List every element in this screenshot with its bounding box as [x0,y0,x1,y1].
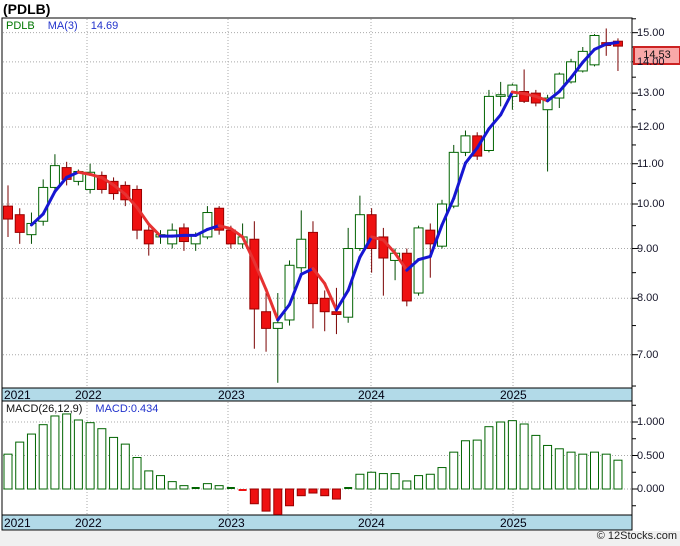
legend-symbol: PDLB [6,20,35,32]
year-label: 2022 [75,516,102,530]
page-title: (PDLB) [3,1,51,17]
year-label: 2024 [358,516,385,530]
macd-axis-label: 1.000 [637,416,665,428]
last-price-badge: 14.53 [633,46,680,65]
year-label: 2025 [500,388,527,402]
macd-legend: MACD(26,12,9) MACD:0.434 [6,403,158,415]
macd-axis-label: 0.000 [637,483,665,495]
price-axis-label: 12.00 [637,121,665,133]
year-label: 2021 [4,516,31,530]
price-axis-label: 14.00 [637,56,665,68]
price-axis-label: 8.00 [637,292,659,304]
price-axis-label: 11.00 [637,158,664,170]
macd-value-label: MACD:0.434 [95,403,159,415]
year-label: 2021 [4,388,31,402]
footer-strip [0,531,680,546]
legend-ma-value: 14.69 [90,20,119,32]
year-label: 2023 [218,388,245,402]
price-axis-label: 10.00 [637,198,665,210]
price-axis-label: 7.00 [637,349,659,361]
legend-ma-label: MA(3) [47,20,78,32]
price-legend: PDLB MA(3) 14.69 [6,20,118,32]
year-label: 2025 [500,516,527,530]
year-label: 2023 [218,516,245,530]
macd-axis-label: 0.500 [637,450,665,462]
price-axis-label: 15.00 [637,27,665,39]
macd-params-label: MACD(26,12,9) [6,403,83,415]
price-axis-label: 9.00 [637,243,659,255]
price-axis-label: 13.00 [637,87,665,99]
year-label: 2022 [75,388,102,402]
copyright: © 12Stocks.com [596,530,677,542]
year-label: 2024 [358,388,385,402]
